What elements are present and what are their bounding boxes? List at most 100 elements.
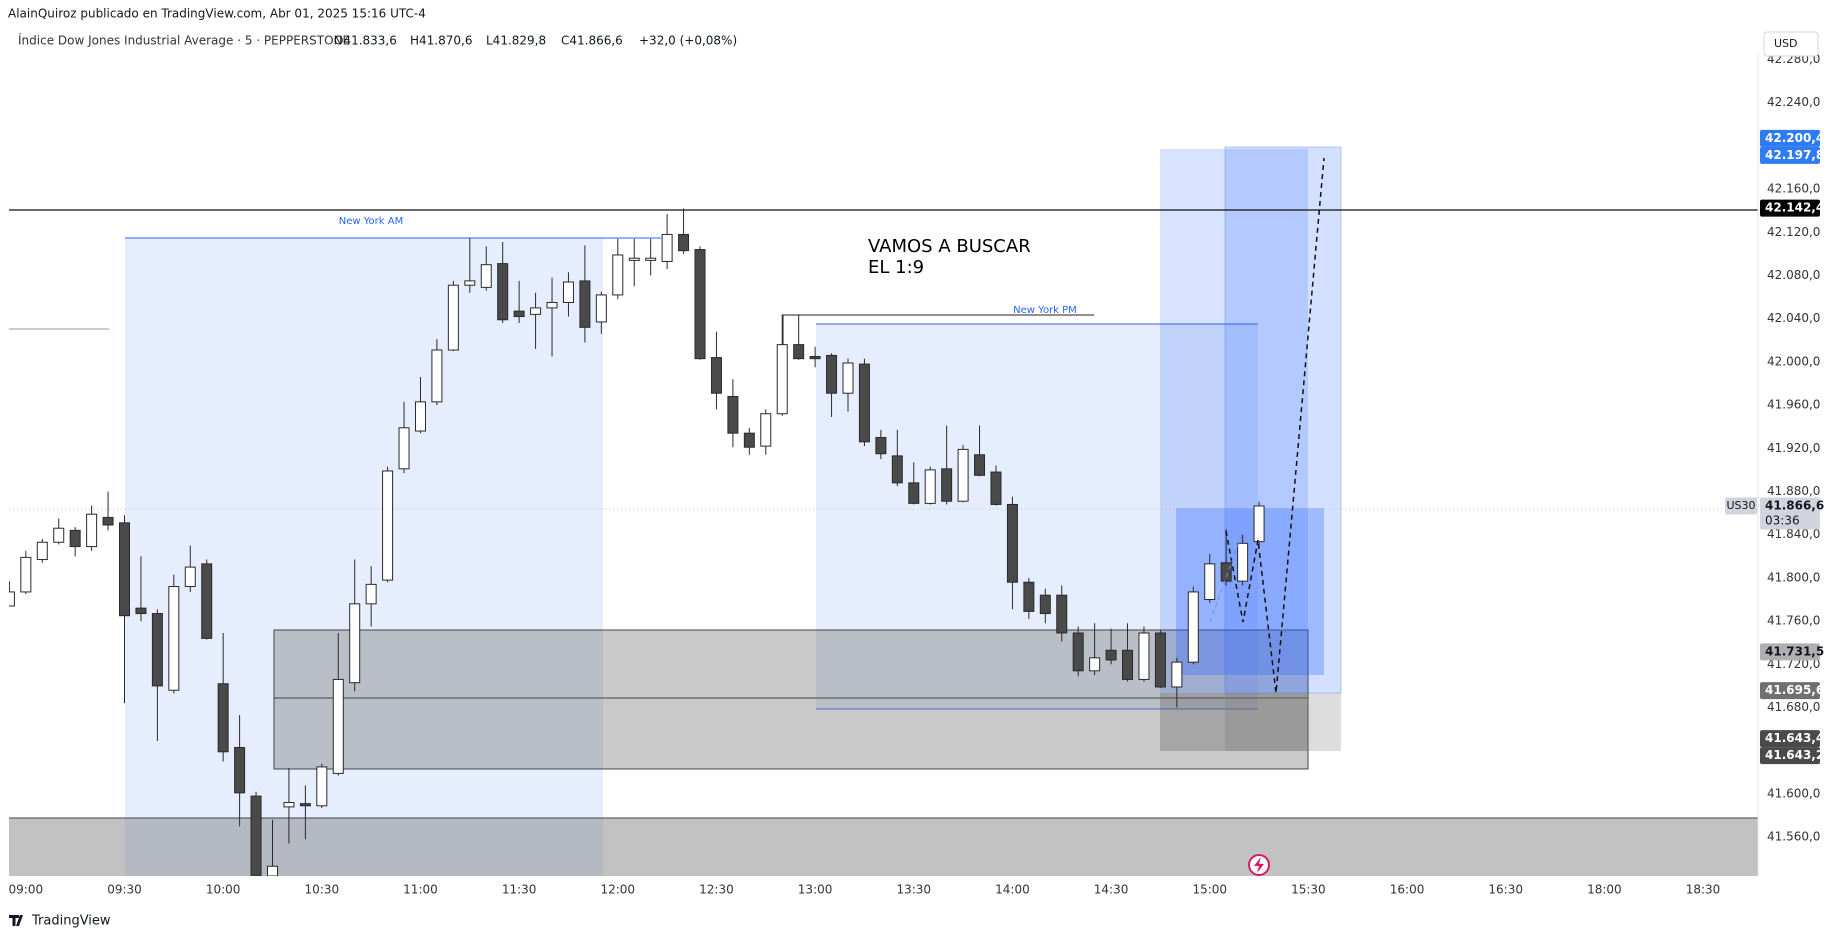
- candle-body: [53, 527, 65, 543]
- annotation: New York PM: [1013, 305, 1077, 316]
- candle-body: [1006, 503, 1018, 583]
- x-tick-label: 11:00: [403, 883, 438, 897]
- candle-body: [743, 432, 755, 448]
- price-tag: [1760, 199, 1820, 217]
- y-tick-label: 42.160,0: [1767, 182, 1820, 196]
- candle-body: [530, 307, 542, 315]
- candle-body: [1089, 657, 1101, 672]
- candle-body: [1220, 562, 1232, 582]
- price-tag-label: 42.142,4: [1765, 201, 1824, 215]
- candle-body: [283, 802, 295, 808]
- x-tick-label: 18:30: [1686, 883, 1721, 897]
- x-tick-label: 15:30: [1291, 883, 1326, 897]
- price-tag-label: 41.643,4: [1765, 731, 1824, 745]
- candle-body: [1187, 591, 1199, 663]
- y-tick-label: 41.920,0: [1767, 441, 1820, 455]
- candle-body: [612, 254, 624, 296]
- candle-body: [546, 301, 558, 309]
- candle-body: [694, 249, 706, 360]
- candle-body: [793, 344, 805, 360]
- price-tag-label: 42.197,8: [1765, 148, 1824, 162]
- annotation: EL 1:9: [868, 257, 924, 278]
- candle-body: [382, 470, 394, 581]
- candle-body: [661, 233, 673, 262]
- candle-body: [250, 795, 262, 876]
- candle-body: [858, 363, 870, 443]
- y-tick-label: 41.680,0: [1767, 700, 1820, 714]
- candle-body: [447, 284, 459, 351]
- price-tag: [1760, 643, 1820, 661]
- logo-icon: [9, 915, 23, 926]
- candle-body: [332, 678, 344, 774]
- candle-body: [727, 395, 739, 434]
- price-tag-label: 42.200,4: [1765, 131, 1824, 145]
- candle-body: [875, 436, 887, 455]
- logo: TradingView: [9, 914, 111, 929]
- annotation: New York AM: [339, 216, 403, 227]
- stop-zone: [1225, 693, 1341, 751]
- y-tick-label: 42.120,0: [1767, 225, 1820, 239]
- candle-body: [628, 257, 640, 261]
- projection-path: [1225, 157, 1325, 694]
- candle-body: [579, 280, 591, 328]
- session-box: [125, 238, 603, 876]
- candle-body: [1023, 581, 1035, 612]
- zone-box: [273, 629, 1309, 770]
- candle-body: [168, 586, 180, 691]
- price-tag-label: 41.866,6: [1765, 498, 1824, 512]
- x-tick-label: 14:00: [995, 883, 1030, 897]
- author: AlainQuiroz publicado en TradingView.com…: [8, 7, 426, 21]
- price-tag: [1760, 129, 1820, 147]
- candle-body: [1253, 505, 1265, 543]
- candle-body: [1039, 594, 1051, 615]
- y-tick-label: 41.760,0: [1767, 614, 1820, 628]
- stop-zone: [1160, 693, 1308, 751]
- y-tick-label: 41.960,0: [1767, 398, 1820, 412]
- candle-body: [316, 766, 328, 807]
- candle-body: [1105, 649, 1117, 661]
- ohlc-change: +32,0 (+0,08%): [639, 34, 737, 48]
- legend-line: Índice Dow Jones Industrial Average · 5 …: [18, 33, 737, 48]
- x-tick-label: 14:30: [1094, 883, 1129, 897]
- y-tick-label: 42.240,0: [1767, 95, 1820, 109]
- target-zone: [1224, 146, 1342, 694]
- candle-body: [562, 281, 574, 303]
- candle-body: [595, 294, 607, 323]
- candle-body: [513, 310, 525, 318]
- candle-body: [1122, 649, 1134, 680]
- y-tick-label: 42.040,0: [1767, 311, 1820, 325]
- candle-body: [1072, 632, 1084, 672]
- candle-body: [69, 529, 81, 548]
- candle-body: [86, 513, 98, 548]
- candle-body: [20, 556, 32, 593]
- price-tag: [1760, 146, 1820, 164]
- candle-body: [349, 603, 361, 684]
- currency-box[interactable]: [1763, 31, 1819, 57]
- candle-body: [645, 257, 657, 261]
- event-icon-bolt: [1254, 857, 1264, 873]
- x-tick-label: 13:30: [896, 883, 931, 897]
- price-tag-label: 41.643,2: [1765, 748, 1824, 762]
- candle-body: [941, 468, 953, 502]
- symbol: Índice Dow Jones Industrial Average · 5 …: [18, 33, 350, 48]
- candle-body: [414, 401, 426, 432]
- price-tag: [1760, 682, 1820, 700]
- candle-body: [464, 280, 476, 286]
- y-tick-label: 41.560,0: [1767, 830, 1820, 844]
- candle-body: [891, 455, 903, 484]
- countdown: 03:36: [1765, 513, 1800, 527]
- price-tag: [1760, 497, 1820, 530]
- candle-body: [990, 471, 1002, 505]
- candle-body: [842, 362, 854, 394]
- drawings: New York AM New York PM VAMOS A BUSCAR E…: [9, 146, 1758, 876]
- x-tick-label: 10:00: [206, 883, 241, 897]
- symbol-tag: [1725, 497, 1757, 515]
- x-tick-label: 12:30: [699, 883, 734, 897]
- x-tick-label: 15:00: [1192, 883, 1227, 897]
- candle-body: [9, 591, 15, 607]
- candle-body: [1237, 542, 1249, 582]
- candle-body: [957, 448, 969, 502]
- candle-body: [1056, 594, 1068, 634]
- candle-body: [365, 583, 377, 605]
